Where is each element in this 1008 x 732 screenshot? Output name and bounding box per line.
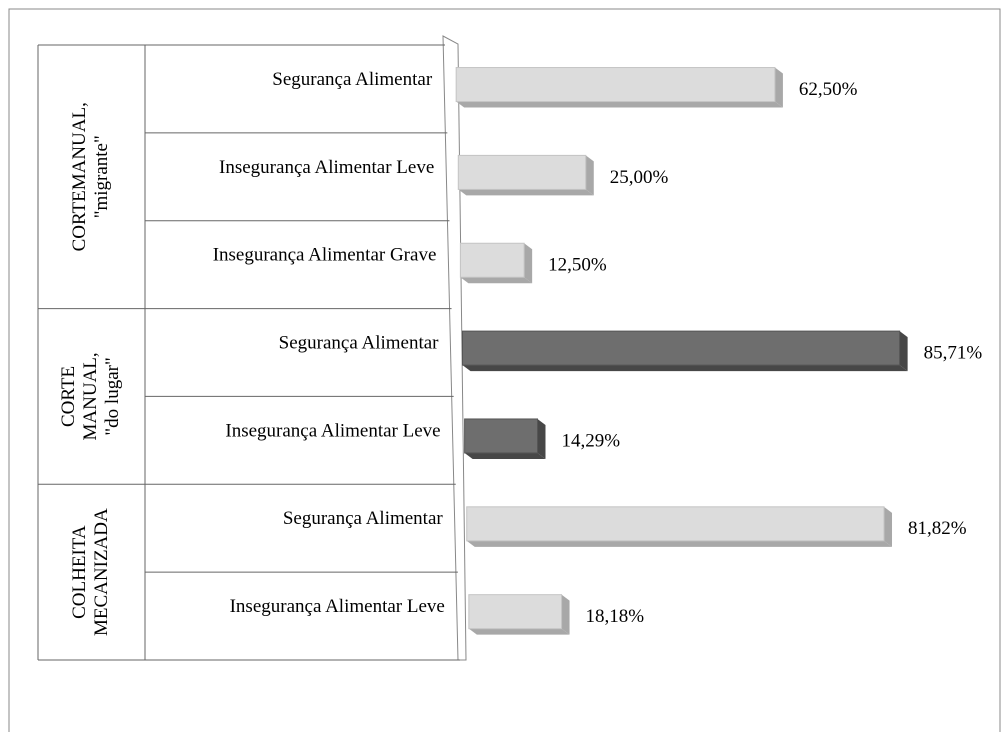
- bar-side: [537, 418, 546, 459]
- value-label: 62,50%: [799, 79, 858, 100]
- group-label: CORTEMANUAL,"do lugar": [58, 352, 123, 440]
- value-label: 12,50%: [548, 255, 607, 276]
- value-label: 85,71%: [924, 342, 983, 363]
- value-label: 18,18%: [586, 606, 645, 627]
- bar: [455, 67, 776, 103]
- bar-side: [585, 155, 594, 196]
- bar-bottom: [462, 365, 908, 372]
- value-label: 81,82%: [908, 518, 967, 539]
- wall: [442, 35, 467, 661]
- group-label-line: MANUAL,: [80, 352, 101, 440]
- group-label-line: COLHEITA: [69, 525, 90, 619]
- value-label: 25,00%: [610, 167, 669, 188]
- category-label: Insegurança Alimentar Grave: [213, 245, 437, 266]
- bar-bottom: [458, 189, 594, 196]
- bar-bottom: [466, 540, 893, 547]
- group-label-line: MECANIZADA: [91, 508, 112, 636]
- frame: [8, 8, 1001, 732]
- category-label: Insegurança Alimentar Leve: [219, 157, 434, 178]
- category-label: Segurança Alimentar: [272, 69, 433, 90]
- bar-bottom: [460, 277, 533, 284]
- bar: [457, 154, 587, 190]
- category-label: Segurança Alimentar: [279, 332, 440, 353]
- bar-bottom: [464, 452, 546, 459]
- bar: [466, 506, 885, 542]
- group-label-line: CORTE: [58, 366, 79, 427]
- group-label-line: "do lugar": [102, 357, 123, 435]
- bar-side: [899, 331, 908, 372]
- value-label: 14,29%: [561, 430, 620, 451]
- bar-side: [884, 506, 893, 547]
- category-label: Insegurança Alimentar Leve: [230, 596, 445, 617]
- bar-bottom: [468, 628, 570, 635]
- bar: [464, 418, 538, 454]
- category-label: Insegurança Alimentar Leve: [225, 420, 440, 441]
- bar-side: [524, 243, 533, 284]
- bar-side: [561, 594, 570, 635]
- bar: [468, 594, 563, 630]
- group-label: COLHEITAMECANIZADA: [69, 508, 112, 636]
- group-label: CORTEMANUAL,"migrante": [69, 102, 112, 251]
- bar-side: [774, 67, 783, 108]
- category-label: Segurança Alimentar: [283, 508, 444, 529]
- group-label-line: "migrante": [91, 135, 112, 218]
- bar: [459, 242, 525, 278]
- bar: [462, 330, 901, 366]
- bar-bottom: [456, 101, 783, 108]
- group-label-line: CORTEMANUAL,: [69, 102, 90, 251]
